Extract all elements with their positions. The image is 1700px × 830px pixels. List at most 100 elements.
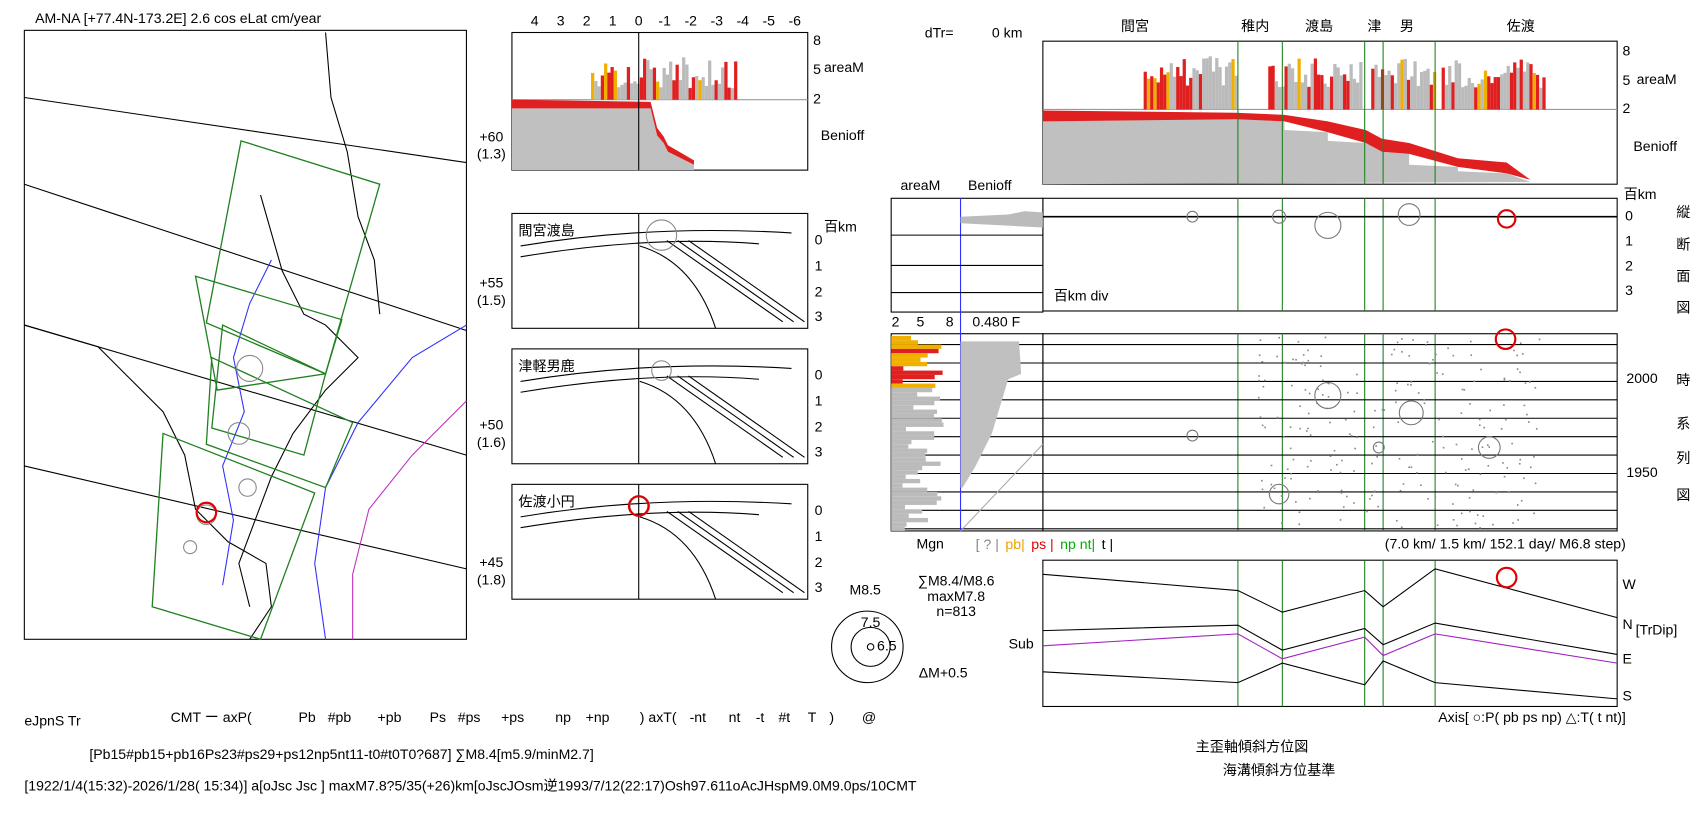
area-bar <box>1287 63 1292 110</box>
dot <box>1460 412 1463 415</box>
plate-line <box>222 259 272 586</box>
stat: maxM7.8 <box>927 588 985 604</box>
dot <box>1478 424 1481 427</box>
event <box>1272 209 1287 224</box>
dot <box>1483 426 1485 429</box>
legend-item: t | <box>1102 536 1113 552</box>
area-bar <box>1202 58 1206 110</box>
dot <box>1309 434 1312 436</box>
legend-item: [ ? | <box>976 536 999 552</box>
side-bar <box>891 496 942 501</box>
side-bar <box>891 409 938 414</box>
dot <box>1417 392 1420 394</box>
dot <box>1507 491 1510 494</box>
dot <box>1479 527 1481 529</box>
tick-label: -5 <box>762 12 775 28</box>
texts: AM-NA [+77.4N-173.2E] 2.6 cos eLat cm/ye… <box>24 10 1690 793</box>
dot <box>1307 359 1310 362</box>
dot <box>1292 358 1294 361</box>
dot <box>1261 424 1264 427</box>
area-bar <box>1356 82 1360 110</box>
slab <box>688 510 805 594</box>
dot <box>1469 403 1471 405</box>
side-bar <box>891 340 918 345</box>
area-bar <box>1268 66 1272 110</box>
place-label: 間宮 <box>1121 18 1149 34</box>
area-bar <box>1509 72 1514 110</box>
dot <box>1520 499 1523 502</box>
dot <box>1304 364 1306 367</box>
dot <box>1452 503 1454 505</box>
legend-item: ps | <box>1031 536 1053 552</box>
dot <box>1371 462 1373 465</box>
event <box>195 501 218 524</box>
area-bar <box>1526 62 1530 110</box>
area-bar <box>685 64 689 100</box>
side-bar <box>891 439 912 445</box>
dot <box>1410 466 1413 468</box>
dot <box>1442 435 1444 438</box>
area-bar <box>1291 68 1295 110</box>
curve <box>520 365 792 382</box>
label: areaM <box>824 59 864 75</box>
tick-label: 3 <box>557 12 565 28</box>
tick-label: 8 <box>1623 43 1631 59</box>
area-bar <box>1179 76 1183 110</box>
slab <box>666 240 784 323</box>
side-bar <box>891 396 941 401</box>
side-bar <box>891 470 918 475</box>
area-bar <box>727 87 731 100</box>
tick-label: 0 <box>635 12 643 28</box>
dot <box>1330 469 1332 471</box>
side-bar <box>891 379 903 384</box>
tick-label: 1 <box>1625 232 1633 248</box>
slab <box>666 375 784 458</box>
tick-label: 3 <box>815 308 823 324</box>
dot <box>1307 349 1309 352</box>
dot <box>1375 445 1377 447</box>
dot <box>1479 473 1482 476</box>
dot <box>1286 468 1289 471</box>
tilt-label: W <box>1623 576 1637 592</box>
dot <box>1381 408 1384 411</box>
area-bar <box>594 80 598 100</box>
dot <box>1438 418 1440 421</box>
area-bar <box>1403 58 1407 110</box>
tilt-line <box>1042 660 1618 700</box>
dot <box>1528 421 1530 423</box>
dot <box>1290 472 1293 475</box>
dot <box>1426 341 1429 343</box>
area-bar <box>1426 68 1430 110</box>
area-bar <box>1529 64 1533 110</box>
area-bar <box>711 84 715 100</box>
dot <box>1503 475 1506 478</box>
dot <box>1297 341 1300 343</box>
area-bar <box>1224 66 1229 110</box>
area-bar <box>1156 82 1160 110</box>
dot <box>1519 458 1522 461</box>
label: dTr= <box>925 24 954 40</box>
dot <box>1425 344 1427 346</box>
dot <box>1333 449 1336 452</box>
label: areaM <box>1637 71 1677 87</box>
event <box>1477 436 1501 459</box>
area-bar <box>695 76 699 100</box>
legend-circle <box>866 643 875 651</box>
cmt-token: #pb <box>328 709 352 725</box>
dot <box>1529 466 1532 469</box>
dot <box>1526 413 1528 416</box>
year-label: 2000 <box>1626 370 1657 386</box>
event <box>1397 203 1421 226</box>
tilt-label: N <box>1623 616 1633 632</box>
side-bar <box>891 478 921 484</box>
dot <box>1489 409 1492 412</box>
cmt-token: CMT ー axP( <box>171 709 252 725</box>
tilt-line <box>1042 633 1618 664</box>
area-bar <box>1297 58 1301 110</box>
dot <box>1420 484 1422 487</box>
vertical-title: 図 <box>1676 300 1690 316</box>
lat-label: (1.3) <box>477 146 506 162</box>
area-bar <box>1294 81 1298 110</box>
dot <box>1427 497 1429 500</box>
